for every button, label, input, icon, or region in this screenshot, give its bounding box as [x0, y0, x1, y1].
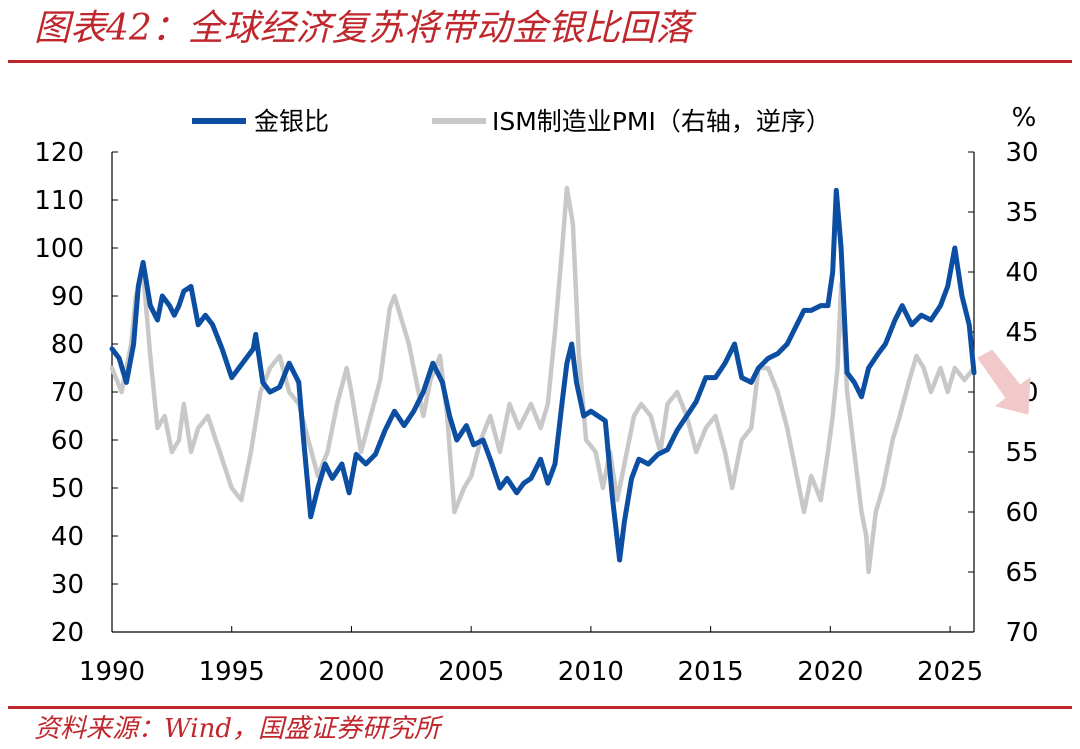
source-note: 资料来源：Wind，国盛证券研究所: [34, 714, 440, 744]
y-left-tick-label: 30: [51, 570, 84, 600]
x-tick-label: 2005: [438, 657, 504, 687]
y-right-tick-label: 40: [1005, 258, 1038, 288]
title-divider: [8, 60, 1072, 63]
x-tick-label: 1990: [79, 657, 145, 687]
y-left-tick-label: 50: [51, 474, 84, 504]
forecast-arrow-icon: [977, 349, 1031, 415]
y-right-tick-label: 45: [1005, 318, 1038, 348]
x-tick-label: 2025: [917, 657, 983, 687]
y-left-tick-label: 100: [34, 234, 84, 264]
series-line-gold-silver-ratio: [109, 187, 977, 563]
x-tick-label: 2020: [797, 657, 863, 687]
footer-divider: [8, 706, 1072, 709]
y-left-tick-label: 20: [51, 618, 84, 648]
y-left-tick-label: 110: [34, 186, 84, 216]
chart-legend: 金银比 ISM制造业PMI（右轴，逆序）: [192, 107, 831, 136]
legend-label-ism-pmi: ISM制造业PMI（右轴，逆序）: [492, 107, 831, 136]
y-right-tick-label: 60: [1005, 498, 1038, 528]
y-left-tick-label: 40: [51, 522, 84, 552]
y-left-tick-label: 120: [34, 138, 84, 168]
x-tick-label: 2015: [678, 657, 744, 687]
x-tick-label: 2010: [558, 657, 624, 687]
series-line-ism-pmi: [109, 185, 977, 575]
y-left-tick-label: 60: [51, 426, 84, 456]
y-right-tick-label: 35: [1005, 198, 1038, 228]
x-tick-label: 1995: [199, 657, 265, 687]
y-left-tick-label: 80: [51, 330, 84, 360]
figure-title: 图表42：全球经济复苏将带动金银比回落: [34, 8, 692, 49]
legend-label-gold-silver: 金银比: [254, 107, 329, 136]
y-left-tick-label: 90: [51, 282, 84, 312]
chart-series: [109, 185, 977, 575]
x-tick-label: 2000: [318, 657, 384, 687]
right-axis-unit: %: [1012, 103, 1037, 133]
y-left-tick-label: 70: [51, 378, 84, 408]
chart-axes: 2030405060708090100110120303540455055606…: [34, 138, 1038, 687]
y-right-tick-label: 70: [1005, 618, 1038, 648]
y-right-tick-label: 30: [1005, 138, 1038, 168]
y-right-tick-label: 65: [1005, 558, 1038, 588]
y-right-tick-label: 55: [1005, 438, 1038, 468]
